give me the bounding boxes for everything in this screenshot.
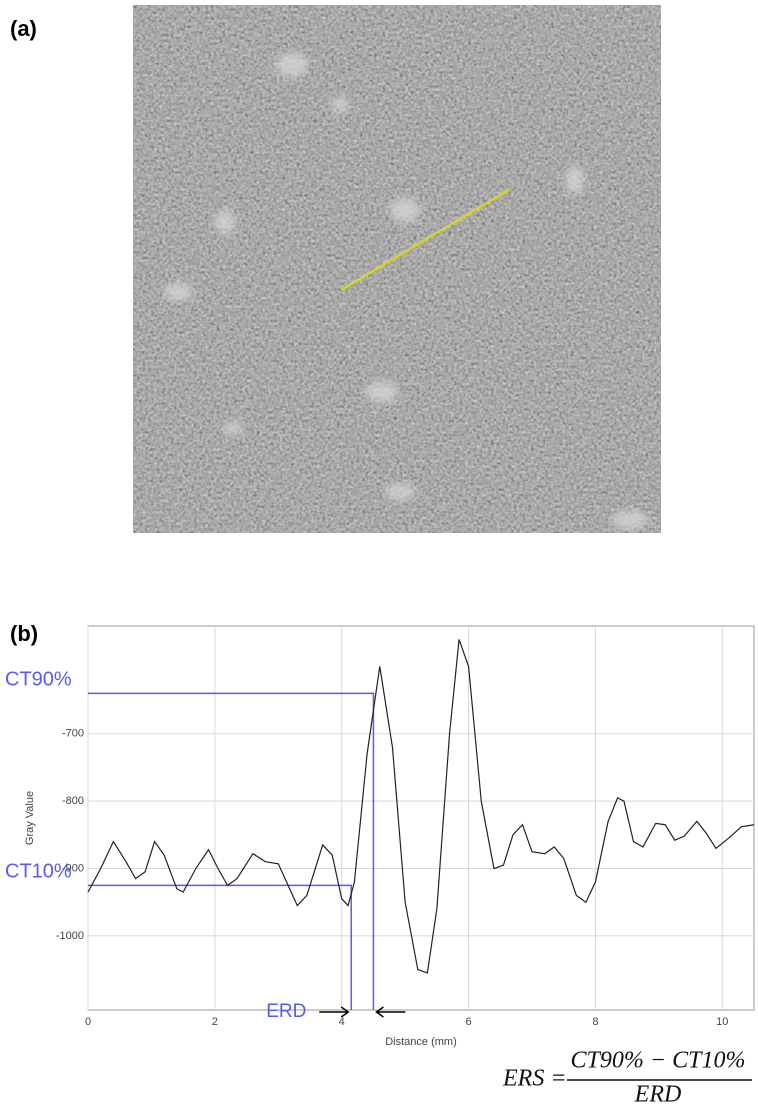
x-tick-label: 10 — [716, 1016, 728, 1028]
formula-denominator: ERD — [634, 1082, 682, 1104]
x-tick-label: 6 — [466, 1016, 472, 1028]
x-tick-label: 0 — [85, 1016, 91, 1028]
reference-label: CT90% — [5, 669, 72, 691]
formula-numerator: CT90% − CT10% — [571, 1048, 746, 1074]
y-tick-label: -1000 — [56, 930, 84, 942]
y-axis-label: Gray Value — [24, 791, 36, 845]
y-tick-label: -900 — [62, 862, 84, 874]
x-tick-label: 2 — [212, 1016, 218, 1028]
reference-line — [88, 884, 352, 1010]
reference-line — [88, 692, 375, 1010]
y-tick-label: -700 — [62, 728, 84, 740]
formula: ERS = CT90% − CT10% ERD — [502, 1048, 752, 1104]
data-line — [87, 639, 755, 974]
panel-label: (a) — [10, 16, 37, 41]
y-tick-label: -800 — [62, 795, 84, 807]
erd-label: ERD — [266, 1001, 306, 1022]
panel-label: (b) — [10, 621, 38, 646]
reference-label: CT10% — [5, 861, 72, 883]
x-axis-label: Distance (mm) — [385, 1036, 457, 1048]
plot-frame — [87, 625, 755, 1011]
x-tick-label: 4 — [339, 1016, 345, 1028]
formula-lhs: ERS = — [502, 1066, 567, 1092]
x-tick-label: 8 — [592, 1016, 598, 1028]
erd-arrow — [375, 1006, 406, 1018]
erd-arrow — [319, 1006, 350, 1018]
ct-image — [133, 5, 661, 533]
